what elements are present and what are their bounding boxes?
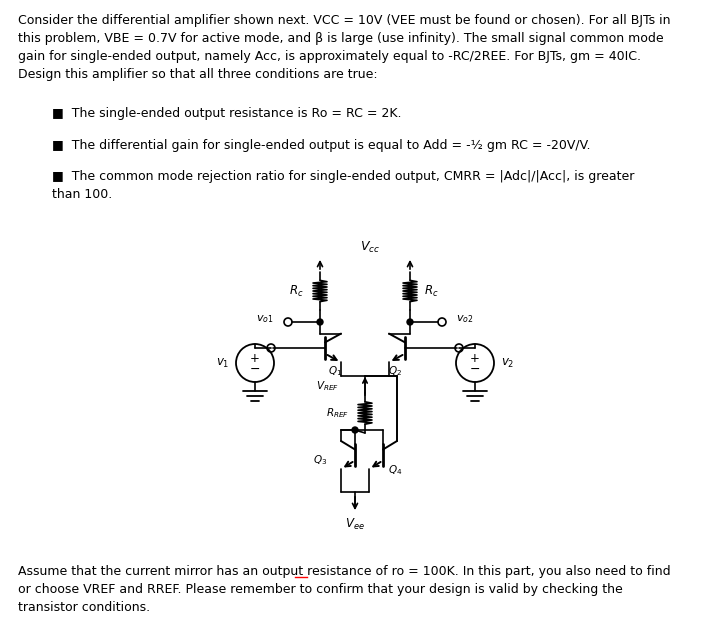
Text: ■  The single-ended output resistance is Ro = RC = 2K.: ■ The single-ended output resistance is …	[52, 107, 401, 120]
Text: $Q_3$: $Q_3$	[313, 453, 327, 467]
Text: −: −	[249, 363, 260, 376]
Text: $v_1$: $v_1$	[216, 356, 229, 369]
Text: −: −	[470, 363, 480, 376]
Text: ■  The common mode rejection ratio for single-ended output, CMRR = |Adc|/|Acc|, : ■ The common mode rejection ratio for si…	[52, 170, 634, 201]
Circle shape	[317, 319, 323, 325]
Text: $Q_1$: $Q_1$	[328, 364, 342, 378]
Text: $V_{ee}$: $V_{ee}$	[345, 517, 365, 532]
Text: ■  The differential gain for single-ended output is equal to Add = -½ gm RC = -2: ■ The differential gain for single-ended…	[52, 139, 590, 152]
Text: $V_{cc}$: $V_{cc}$	[360, 240, 380, 255]
Text: $R_c$: $R_c$	[424, 283, 439, 298]
Text: +: +	[470, 351, 480, 364]
Text: $Q_4$: $Q_4$	[388, 463, 403, 477]
Text: Assume that the current mirror has an output resistance of ro = 100K. In this pa: Assume that the current mirror has an ou…	[18, 565, 671, 614]
Circle shape	[407, 319, 413, 325]
Text: +: +	[250, 351, 260, 364]
Text: $R_c$: $R_c$	[290, 283, 304, 298]
Text: $v_2$: $v_2$	[501, 356, 514, 369]
Text: $V_{REF}$: $V_{REF}$	[316, 379, 339, 392]
Text: Consider the differential amplifier shown next. VCC = 10V (VEE must be found or : Consider the differential amplifier show…	[18, 14, 671, 81]
Circle shape	[352, 427, 358, 433]
Text: $v_{o2}$: $v_{o2}$	[456, 313, 474, 325]
Text: $Q_2$: $Q_2$	[388, 364, 402, 378]
Text: $v_{o1}$: $v_{o1}$	[257, 313, 274, 325]
Text: $R_{REF}$: $R_{REF}$	[326, 406, 349, 420]
